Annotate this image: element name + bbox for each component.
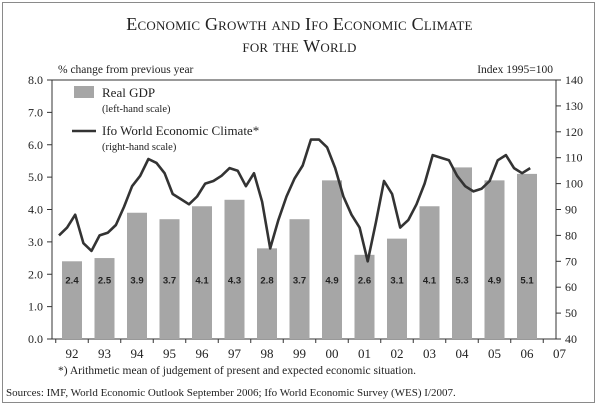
- gdp-bar-label: 4.1: [423, 276, 437, 287]
- x-axis-tick-label: 98: [261, 346, 274, 361]
- right-axis-tick-label: 80: [565, 228, 577, 242]
- x-axis-tick-label: 04: [456, 346, 470, 361]
- right-axis-tick-label: 40: [565, 332, 577, 346]
- gdp-bar: [159, 219, 180, 339]
- x-axis-tick-label: 07: [553, 346, 567, 361]
- x-axis-tick-label: 00: [326, 346, 339, 361]
- ifo-climate-line: [58, 138, 531, 263]
- right-axis-tick-label: 70: [565, 254, 577, 268]
- gdp-bar-label: 2.8: [260, 276, 273, 287]
- x-axis-tick-label: 95: [163, 346, 176, 361]
- gdp-bar: [127, 212, 147, 339]
- gdp-bar: [322, 180, 342, 339]
- legend-ifo-label: Ifo World Economic Climate*: [102, 123, 259, 138]
- gdp-bar-label: 4.3: [228, 276, 241, 287]
- gdp-bar: [289, 219, 310, 339]
- footnote: *) Arithmetic mean of judgement of prese…: [58, 365, 416, 377]
- source-line: Sources: IMF, World Economic Outlook Sep…: [6, 387, 456, 399]
- legend-gdp-label: Real GDP: [102, 85, 155, 100]
- x-axis-tick-label: 01: [358, 346, 371, 361]
- left-axis-tick-label: 8.0: [28, 73, 43, 87]
- legend-gdp-sub: (left-hand scale): [102, 104, 171, 115]
- gdp-bar: [354, 254, 375, 339]
- gdp-bar: [452, 167, 472, 339]
- right-axis-tick-label: 90: [565, 203, 577, 217]
- gdp-bar-label: 4.1: [195, 276, 209, 287]
- gdp-bar-label: 3.9: [130, 276, 143, 287]
- left-axis-tick-label: 1.0: [28, 300, 43, 314]
- gdp-bar-label: 3.7: [163, 276, 176, 287]
- left-axis-tick-label: 0.0: [28, 332, 43, 346]
- left-axis-label: % change from previous year: [58, 64, 194, 76]
- right-axis-tick-label: 130: [565, 99, 583, 113]
- gdp-bar: [94, 258, 115, 339]
- right-axis-tick-label: 50: [565, 306, 577, 320]
- legend-ifo-sub: (right-hand scale): [102, 142, 177, 153]
- gdp-bar-label: 4.9: [325, 276, 338, 287]
- x-axis-tick-label: 99: [293, 346, 306, 361]
- left-axis-tick-label: 5.0: [28, 170, 43, 184]
- x-axis-tick-label: 96: [196, 346, 210, 361]
- x-axis-tick-label: 93: [98, 346, 111, 361]
- x-axis-tick-label: 92: [66, 346, 79, 361]
- right-axis-tick-label: 140: [565, 73, 583, 87]
- gdp-bar-label: 2.5: [98, 276, 112, 287]
- gdp-bar-label: 2.4: [65, 276, 79, 287]
- gdp-bar-label: 2.6: [358, 276, 371, 287]
- gdp-bar-label: 5.1: [520, 276, 534, 287]
- x-axis-tick-label: 06: [521, 346, 535, 361]
- x-axis-tick-label: 97: [228, 346, 242, 361]
- right-axis-tick-label: 120: [565, 125, 583, 139]
- right-axis-tick-label: 60: [565, 280, 577, 294]
- gdp-bar: [62, 261, 82, 339]
- right-axis-tick-label: 100: [565, 177, 583, 191]
- right-axis-label: Index 1995=100: [477, 64, 553, 76]
- gdp-bar: [484, 180, 505, 339]
- gdp-bar: [387, 238, 407, 339]
- x-axis-tick-label: 05: [488, 346, 501, 361]
- gdp-bar: [517, 173, 537, 339]
- left-axis-tick-label: 2.0: [28, 267, 43, 281]
- gdp-bar-label: 3.1: [390, 276, 404, 287]
- gdp-bar: [257, 248, 277, 339]
- left-axis-tick-label: 3.0: [28, 235, 43, 249]
- gdp-bar: [224, 199, 245, 339]
- gdp-bar-label: 5.3: [455, 276, 468, 287]
- legend-gdp-swatch: [74, 86, 94, 98]
- chart-title-line1: Economic Growth and Ifo Economic Climate: [126, 14, 473, 34]
- right-axis-tick-label: 110: [565, 151, 583, 165]
- gdp-bar: [419, 206, 440, 339]
- x-axis-tick-label: 94: [131, 346, 145, 361]
- gdp-bar-label: 3.7: [293, 276, 306, 287]
- x-axis-tick-label: 03: [423, 346, 436, 361]
- chart-title-line2: for the World: [242, 36, 357, 56]
- gdp-bar-label: 4.9: [488, 276, 501, 287]
- gdp-bar: [192, 206, 212, 339]
- left-axis-tick-label: 4.0: [28, 203, 43, 217]
- left-axis-tick-label: 6.0: [28, 138, 43, 152]
- left-axis-tick-label: 7.0: [28, 105, 43, 119]
- x-axis-tick-label: 02: [391, 346, 404, 361]
